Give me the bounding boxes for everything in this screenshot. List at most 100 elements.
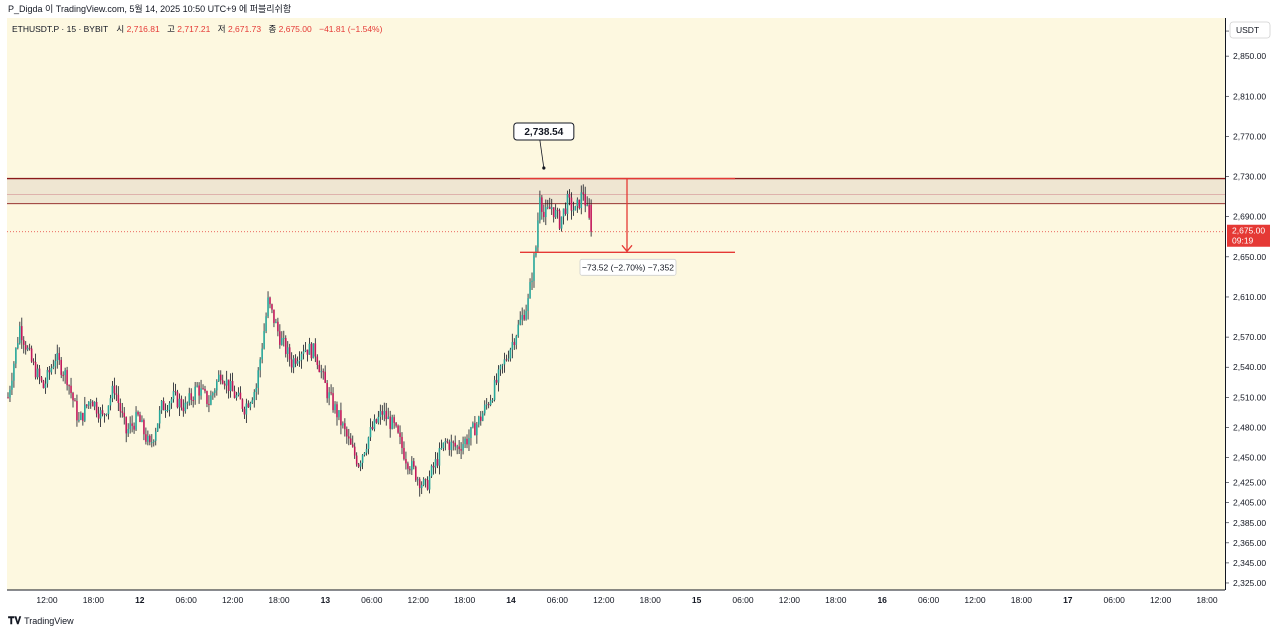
candle-body	[393, 417, 395, 423]
candle-body	[513, 341, 516, 346]
candle-body	[308, 343, 311, 355]
candle-body	[164, 410, 167, 412]
candle-body	[450, 441, 453, 450]
candle-body	[414, 466, 417, 481]
legend-close-label: 종	[268, 24, 276, 34]
time-axis[interactable]: 12:00 18:00 12 06:00 12:00 18:00 13 06:00 12:00 1…	[36, 595, 1218, 605]
candle-body	[432, 465, 435, 468]
legend-open-label: 시	[116, 24, 124, 34]
candle-body	[20, 326, 23, 341]
candle-body	[137, 412, 139, 415]
candle-body	[416, 479, 419, 481]
candle-body	[160, 400, 163, 411]
price-scale[interactable]: 2,875.002,850.002,810.002,770.002,730.00…	[1225, 26, 1266, 588]
currency-badge-box	[1229, 21, 1271, 39]
candle-body	[507, 358, 510, 360]
candle-body	[560, 216, 563, 229]
candle-body	[346, 429, 348, 437]
candle-body	[397, 425, 399, 433]
candle-body	[558, 210, 561, 229]
candle-body	[312, 343, 315, 359]
high-marker[interactable]: 2,738.54	[513, 122, 575, 170]
high-marker-box	[513, 122, 575, 141]
candle-body	[198, 385, 200, 396]
candle-body	[204, 388, 206, 392]
price-tick-label: 2,770.00	[1233, 131, 1266, 141]
candle-body	[499, 365, 502, 370]
price-tick-label: 2,385.00	[1233, 518, 1266, 528]
chart-background	[7, 18, 1225, 590]
candle-body	[9, 389, 11, 398]
resistance-zone[interactable]	[7, 177, 1225, 205]
candle-body	[519, 319, 521, 325]
candle-body	[121, 411, 124, 413]
legend-low-label: 저	[218, 24, 226, 34]
price-tick-label: 2,610.00	[1233, 292, 1266, 302]
time-tick-label: 18:00	[268, 595, 290, 605]
candle-body	[286, 347, 289, 355]
price-chart[interactable]: 2,738.54 −73.52 (−2.70%) −7,352 ETHUSDT.…	[0, 18, 1280, 612]
candle-body	[219, 374, 222, 381]
candle-body	[24, 344, 27, 350]
price-tick-label: 2,345.00	[1233, 558, 1266, 568]
candle-body	[466, 438, 468, 445]
candle-body	[491, 399, 494, 401]
candle-body	[529, 282, 531, 299]
candle-body	[89, 401, 92, 403]
candle-body	[556, 209, 559, 211]
candle-body	[259, 359, 261, 371]
candle-body	[86, 404, 88, 406]
candle-body	[166, 409, 169, 411]
candle-body	[223, 383, 226, 386]
candle-body	[371, 426, 374, 430]
candle-body	[186, 402, 189, 404]
candle-body	[271, 304, 273, 310]
price-tick-label: 2,405.00	[1233, 498, 1266, 508]
candle-body	[54, 360, 57, 367]
candle-body	[539, 197, 541, 221]
candle-body	[135, 412, 137, 430]
last-price-value: 2,675.00	[1232, 226, 1265, 236]
time-tick-label: 18:00	[640, 595, 662, 605]
candle-body	[251, 400, 254, 404]
time-tick-label: 18:00	[1196, 595, 1218, 605]
candle-body	[304, 349, 307, 352]
candle-body	[340, 410, 342, 426]
candle-body	[11, 380, 13, 390]
candle-body	[269, 297, 271, 305]
tradingview-logo[interactable]: 𝐓𝐕 TradingView	[8, 616, 74, 627]
publish-caption: P_Digda 이 TradingView.com, 5월 14, 2025 1…	[0, 0, 1280, 18]
candle-body	[131, 423, 133, 426]
candle-body	[545, 207, 547, 218]
price-tick-label: 2,690.00	[1233, 212, 1266, 222]
candle-body	[543, 211, 545, 218]
candle-body	[221, 380, 224, 384]
candle-body	[123, 412, 126, 418]
candle-body	[206, 391, 208, 404]
candle-body	[568, 193, 571, 198]
candle-body	[196, 385, 198, 387]
measure-tool[interactable]	[520, 177, 735, 253]
candle-body	[147, 435, 149, 442]
currency-badge[interactable]: USDT	[1229, 21, 1271, 39]
candle-body	[283, 337, 285, 339]
price-tick-label: 2,540.00	[1233, 362, 1266, 372]
candle-body	[162, 400, 165, 411]
candle-body	[470, 427, 472, 438]
candle-body	[50, 368, 53, 373]
candle-body	[381, 411, 384, 415]
candle-body	[36, 368, 39, 378]
time-tick-label: 12:00	[222, 595, 244, 605]
time-tick-label: 17	[1063, 595, 1073, 605]
candle-body	[52, 366, 55, 369]
candle-body	[407, 463, 409, 469]
candle-body	[546, 206, 549, 208]
candle-body	[570, 197, 573, 211]
candle-body	[525, 310, 527, 320]
candle-body	[495, 379, 498, 383]
candle-body	[361, 455, 364, 463]
candle-body	[349, 438, 352, 445]
candle-body	[26, 347, 29, 350]
price-tick-label: 2,850.00	[1233, 51, 1266, 61]
candle-body	[66, 370, 68, 386]
